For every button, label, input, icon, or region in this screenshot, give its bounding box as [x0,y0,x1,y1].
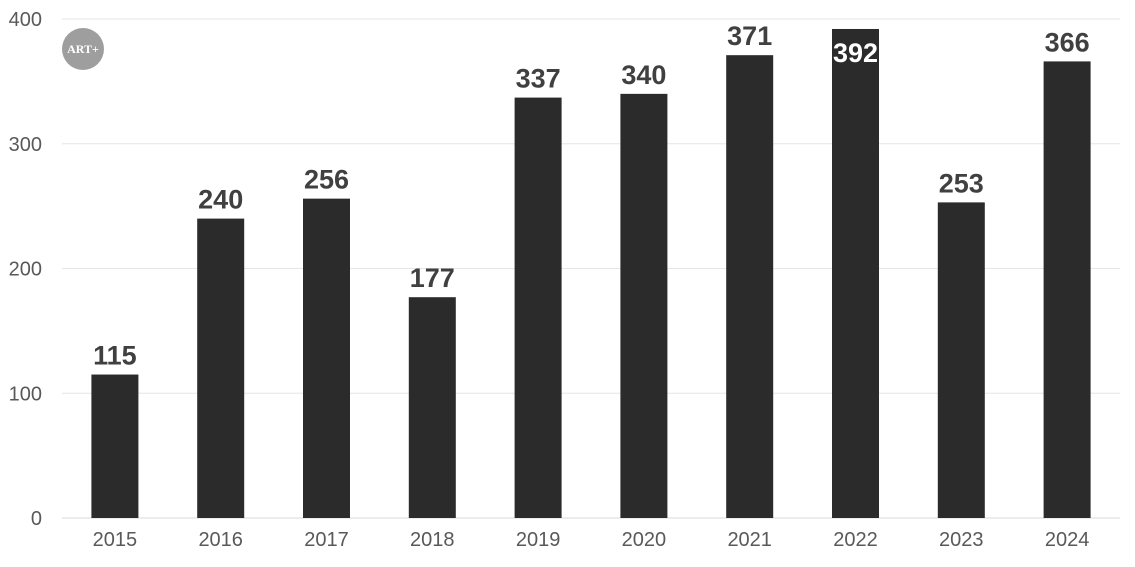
logo-text: ART+ [67,42,99,56]
x-tick-label: 2023 [939,529,984,551]
bar [514,97,562,518]
data-label: 366 [1045,27,1090,57]
data-label: 115 [93,341,137,371]
data-label: 371 [727,21,772,51]
x-tick-label: 2024 [1045,529,1090,551]
x-tick-label: 2016 [198,529,243,551]
x-tick-label: 2020 [622,529,667,551]
data-label: 340 [621,60,666,90]
data-label: 392 [833,38,878,68]
x-tick-label: 2015 [93,529,138,551]
x-axis: 2015 2016 2017 2018 2019 2020 2021 2022 2023 2024 [93,529,1090,551]
data-label: 240 [198,185,243,215]
y-tick-label: 0 [31,508,42,530]
data-label: 337 [516,64,561,94]
bar [91,374,139,518]
y-tick-label: 100 [9,383,42,405]
x-tick-label: 2022 [833,529,878,551]
data-labels: 115 240 256 177 337 340 371 392 253 366 [93,21,1090,370]
bar [408,297,456,518]
bar [937,202,985,518]
logo-badge [62,28,104,70]
x-tick-label: 2019 [516,529,561,551]
bar [620,93,668,518]
bar [1043,61,1091,518]
x-tick-label: 2018 [410,529,455,551]
y-tick-label: 200 [9,259,42,281]
x-tick-label: 2021 [727,529,772,551]
y-tick-label: 300 [9,134,42,156]
bars [91,28,1091,519]
y-axis: 0 100 200 300 400 [9,9,42,530]
data-label: 253 [939,168,984,198]
bar [303,198,350,518]
data-label: 256 [304,165,349,195]
y-tick-label: 400 [9,9,42,31]
bar [197,218,245,518]
bar [832,28,879,518]
data-label: 177 [410,263,455,293]
bar [726,55,774,519]
art-plus-logo: ART+ [62,28,104,70]
x-tick-label: 2017 [304,529,349,551]
